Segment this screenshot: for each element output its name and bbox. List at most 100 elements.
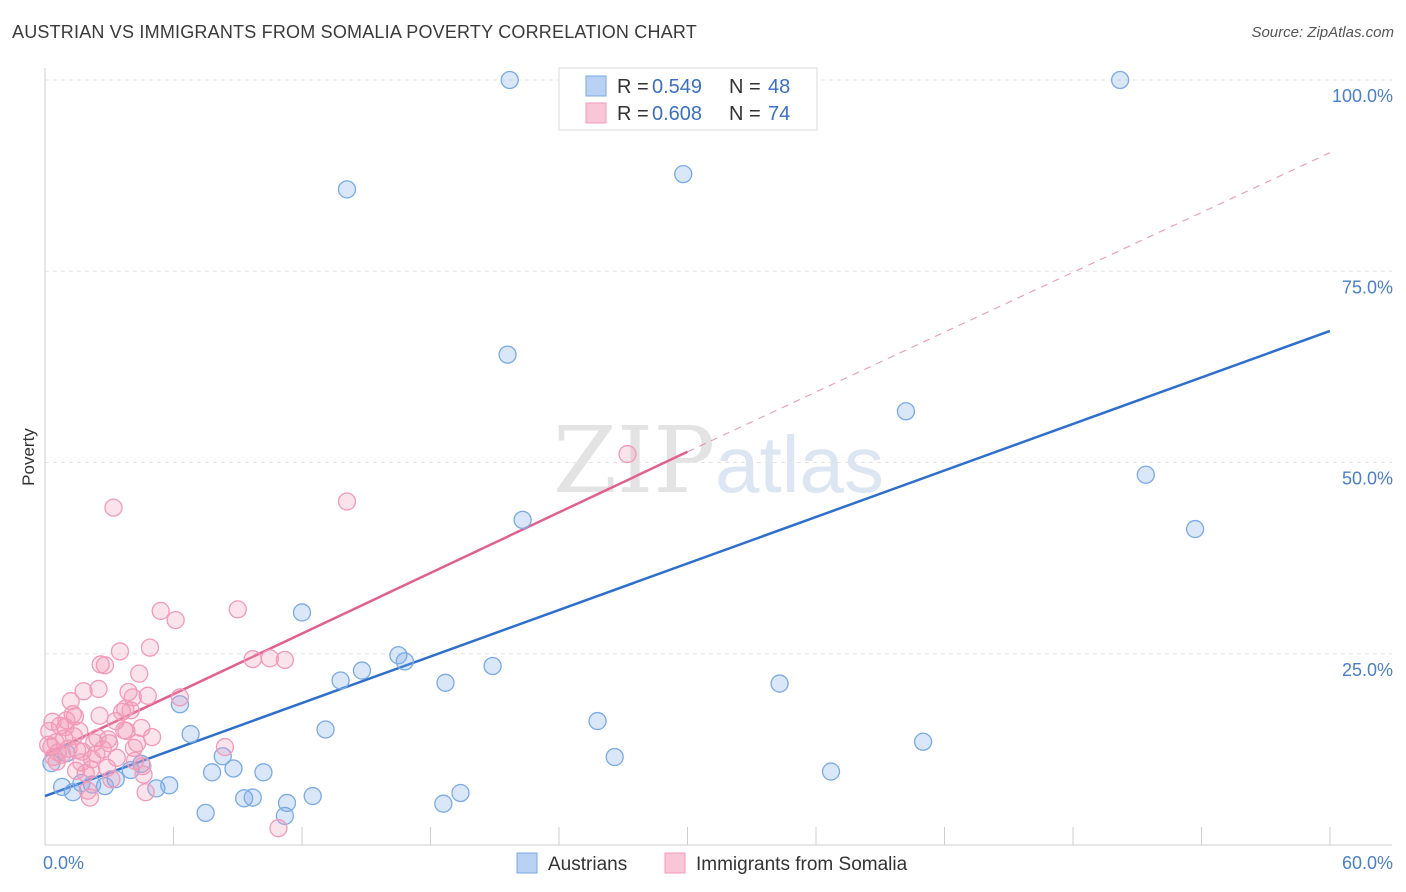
point-austrians-21 xyxy=(277,793,297,813)
point-somalia-72 xyxy=(43,712,62,731)
point-austrians-14 xyxy=(202,763,222,782)
point-austrians-11 xyxy=(170,695,190,714)
point-somalia-45 xyxy=(138,686,157,705)
legend-r-value-somalia: 0.608 xyxy=(652,103,702,125)
x-tick-label-max: 60.0% xyxy=(1342,853,1393,873)
legend-n-value-somalia: 74 xyxy=(768,103,790,125)
trend-line-somalia xyxy=(44,450,689,756)
point-somalia-52 xyxy=(228,600,247,619)
point-somalia-19 xyxy=(80,788,100,807)
point-somalia-26 xyxy=(95,656,115,675)
point-austrians-46 xyxy=(1185,519,1205,539)
point-austrians-10 xyxy=(160,776,179,795)
point-austrians-36 xyxy=(513,510,532,530)
point-somalia-53 xyxy=(243,649,262,669)
chart-title: AUSTRIAN VS IMMIGRANTS FROM SOMALIA POVE… xyxy=(12,22,697,42)
point-austrians-43 xyxy=(913,732,933,751)
point-somalia-54 xyxy=(260,649,280,668)
point-somalia-32 xyxy=(110,642,130,661)
point-austrians-33 xyxy=(483,656,502,676)
point-somalia-60 xyxy=(47,752,66,771)
y-axis-label: Poverty xyxy=(19,428,38,486)
legend-n-label-austrians: N = xyxy=(729,76,761,98)
point-somalia-44 xyxy=(136,783,155,802)
bottom-legend-swatch-somalia xyxy=(664,852,686,874)
point-somalia-16 xyxy=(74,682,93,701)
point-somalia-48 xyxy=(151,601,170,621)
point-somalia-30 xyxy=(104,498,123,517)
point-somalia-18 xyxy=(78,781,97,800)
point-austrians-41 xyxy=(821,762,841,781)
trend-lines xyxy=(44,152,1331,798)
point-somalia-69 xyxy=(124,738,144,757)
point-somalia-56 xyxy=(275,650,295,670)
point-austrians-19 xyxy=(254,763,273,782)
point-austrians-5 xyxy=(95,776,115,796)
y-tick-label-3: 100.0% xyxy=(1332,86,1393,106)
watermark-zip: ZIP xyxy=(553,407,715,514)
legend-r-label-austrians: R = xyxy=(617,76,649,98)
point-austrians-39 xyxy=(674,164,693,184)
legend-r-value-austrians: 0.549 xyxy=(652,76,702,98)
point-austrians-25 xyxy=(331,671,350,690)
legend-n-label-somalia: N = xyxy=(729,103,761,125)
watermark-atlas: atlas xyxy=(715,420,884,509)
legend-r-label-somalia: R = xyxy=(617,103,649,125)
point-somalia-73 xyxy=(88,728,107,748)
data-points xyxy=(39,70,1205,838)
point-austrians-18 xyxy=(243,788,262,807)
point-austrians-16 xyxy=(224,759,243,778)
trend-extension-somalia xyxy=(687,152,1331,453)
x-tick-label-min: 0.0% xyxy=(43,853,84,873)
point-austrians-29 xyxy=(395,652,414,671)
bottom-legend-label-somalia: Immigrants from Somalia xyxy=(696,854,908,875)
point-somalia-29 xyxy=(102,770,121,789)
point-austrians-1 xyxy=(52,777,72,797)
point-austrians-37 xyxy=(588,711,607,731)
y-tick-label-1: 50.0% xyxy=(1342,469,1393,489)
point-somalia-27 xyxy=(97,758,117,777)
point-somalia-14 xyxy=(70,721,89,741)
point-austrians-31 xyxy=(436,673,455,692)
series-legend: Austrians Immigrants from Somalia xyxy=(516,852,908,875)
point-austrians-35 xyxy=(500,70,519,90)
point-somalia-49 xyxy=(166,610,185,630)
point-somalia-68 xyxy=(116,699,135,718)
point-somalia-51 xyxy=(215,737,235,757)
point-austrians-24 xyxy=(316,720,335,739)
point-austrians-27 xyxy=(352,661,372,680)
point-austrians-23 xyxy=(303,786,322,806)
tick-labels: 25.0% 50.0% 75.0% 100.0% 0.0% 60.0% xyxy=(43,86,1393,873)
series-points-0 xyxy=(42,70,1205,826)
point-austrians-45 xyxy=(1136,465,1155,484)
point-somalia-65 xyxy=(90,706,109,725)
point-somalia-58 xyxy=(618,444,637,464)
point-austrians-13 xyxy=(196,803,215,823)
point-austrians-12 xyxy=(181,724,200,744)
correlation-legend: R = 0.549 N = 48 R = 0.608 N = 74 xyxy=(558,67,818,131)
y-tick-label-0: 25.0% xyxy=(1342,660,1393,680)
trend-line-austrians xyxy=(44,329,1331,798)
point-austrians-26 xyxy=(337,180,357,199)
point-austrians-44 xyxy=(1110,70,1130,90)
bottom-legend-swatch-austrians xyxy=(516,852,538,874)
point-somalia-55 xyxy=(269,819,288,838)
legend-swatch-austrians xyxy=(585,75,607,97)
legend-n-value-austrians: 48 xyxy=(768,76,790,98)
series-points-1 xyxy=(39,444,637,838)
source-credit: Source: ZipAtlas.com xyxy=(1251,24,1394,41)
point-somalia-57 xyxy=(337,492,357,511)
point-austrians-30 xyxy=(434,794,453,813)
point-austrians-40 xyxy=(770,674,789,693)
bottom-legend-label-austrians: Austrians xyxy=(548,854,627,875)
gridlines xyxy=(45,79,1392,655)
point-somalia-35 xyxy=(117,721,136,741)
point-somalia-46 xyxy=(140,638,160,657)
point-somalia-63 xyxy=(73,742,92,761)
point-austrians-22 xyxy=(292,603,312,622)
point-somalia-64 xyxy=(81,760,101,779)
point-somalia-67 xyxy=(107,748,126,767)
axes xyxy=(44,68,1392,846)
point-somalia-71 xyxy=(66,761,86,780)
y-tick-label-2: 75.0% xyxy=(1342,277,1393,297)
